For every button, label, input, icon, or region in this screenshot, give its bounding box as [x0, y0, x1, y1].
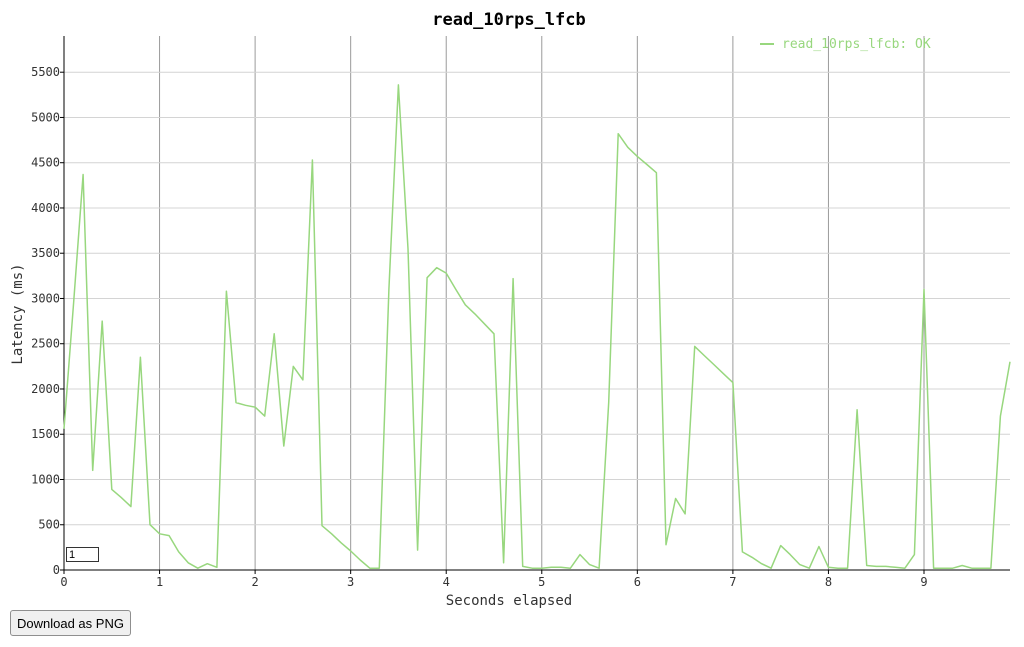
y-tick-label: 4500 [31, 156, 60, 170]
x-tick-label: 2 [251, 575, 258, 589]
x-axis-label: Seconds elapsed [446, 593, 572, 609]
y-axis-label: Latency (ms) [10, 263, 26, 364]
x-tick-label: 5 [538, 575, 545, 589]
y-gridlines [64, 71, 1010, 526]
y-tick-label: 2000 [31, 382, 60, 396]
y-tick-label: 1000 [31, 472, 60, 486]
x-gridlines [159, 36, 925, 570]
axes [63, 36, 1010, 571]
y-tick-label: 5000 [31, 110, 60, 124]
y-tick-label: 500 [38, 518, 60, 532]
smoothing-input[interactable] [66, 547, 99, 562]
series-group [63, 84, 1011, 569]
legend: read_10rps_lfcb: OK [760, 37, 931, 52]
y-tick-labels: 0 500 1000 1500 2000 2500 3000 3500 4000 4500 5000… [31, 65, 64, 577]
chart-title: read_10rps_lfcb [432, 10, 586, 30]
x-tick-label: 9 [920, 575, 927, 589]
y-tick-label: 1500 [31, 427, 60, 441]
x-tick-label: 4 [443, 575, 450, 589]
y-tick-label: 2500 [31, 337, 60, 351]
x-tick-label: 8 [825, 575, 832, 589]
x-tick-label: 3 [347, 575, 354, 589]
y-tick-label: 3000 [31, 291, 60, 305]
y-tick-label: 3500 [31, 246, 60, 260]
y-tick-label: 4000 [31, 201, 60, 215]
y-tick-label: 5500 [31, 65, 60, 79]
legend-entry: read_10rps_lfcb: OK [782, 37, 931, 52]
x-tick-label: 7 [729, 575, 736, 589]
x-tick-label: 0 [60, 575, 67, 589]
download-png-button[interactable]: Download as PNG [10, 610, 131, 636]
x-tick-label: 6 [634, 575, 641, 589]
x-tick-label: 1 [156, 575, 163, 589]
y-tick-label: 0 [53, 563, 60, 577]
series-line [63, 84, 1011, 569]
x-tick-labels: 0 1 2 3 4 5 6 7 8 9 [60, 570, 928, 589]
